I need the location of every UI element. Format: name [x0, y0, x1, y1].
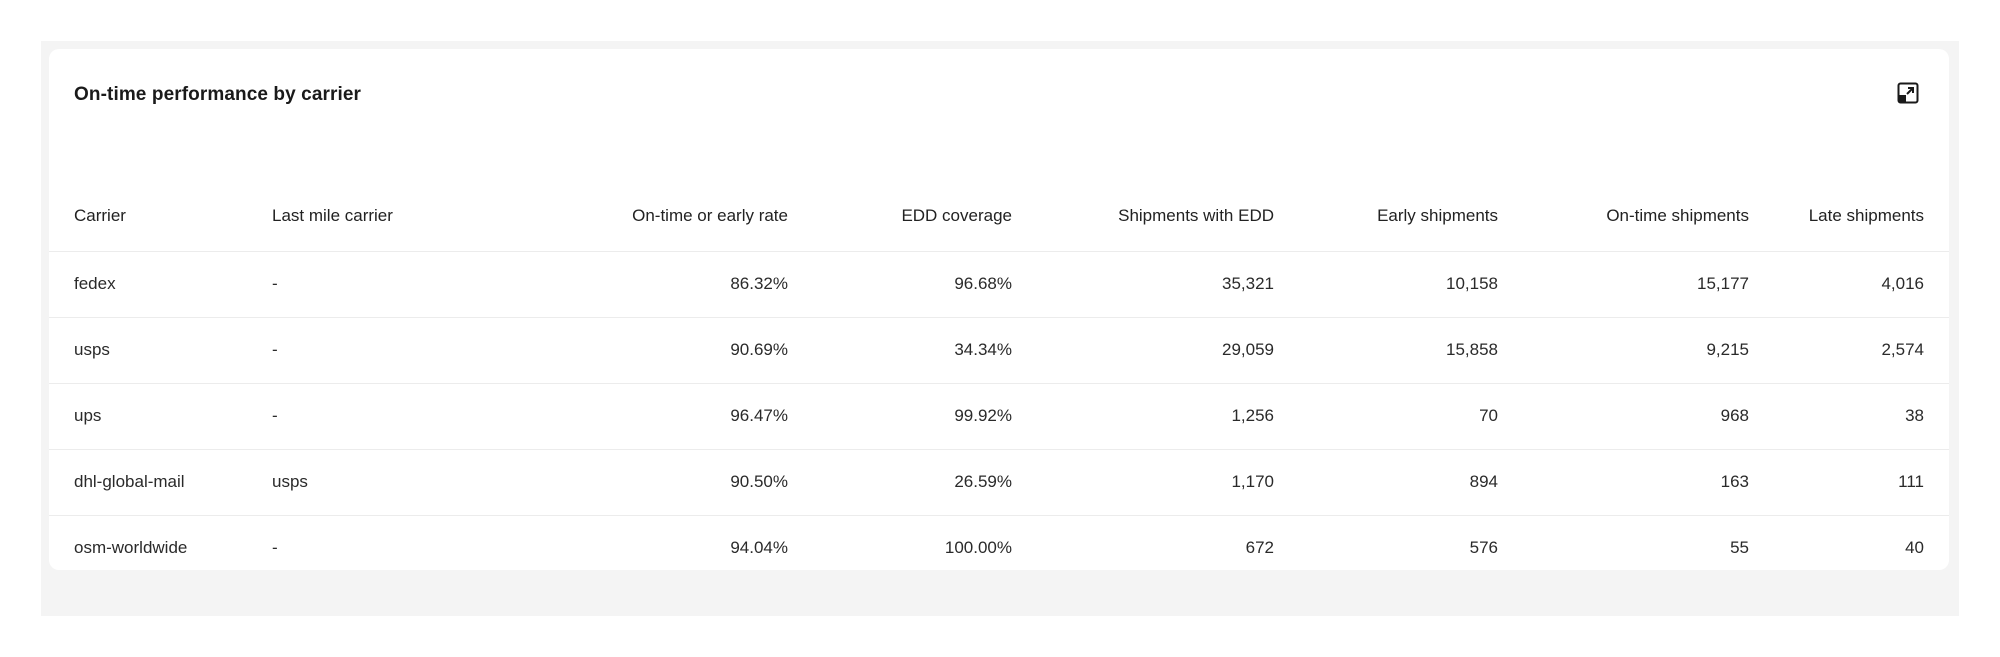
cell-on-time-rate: 94.04%: [730, 538, 788, 558]
table-row[interactable]: dhl-global-mail usps 90.50% 26.59% 1,170…: [49, 449, 1949, 516]
cell-on-time-rate: 90.50%: [422, 449, 788, 516]
cell-on-time-shipments: 9,215: [1498, 317, 1749, 384]
cell-late-shipments: 4,016: [1749, 251, 1949, 318]
table-row[interactable]: osm-worldwide - 94.04% 100.00% 672 576 5…: [49, 515, 1949, 581]
cell-late-shipments: 111: [1749, 449, 1949, 516]
cell-early-shipments: 10,158: [1274, 251, 1498, 318]
cell-shipments-with-edd: 1,256: [1012, 383, 1274, 450]
column-header-on-time-rate[interactable]: On-time or early rate: [422, 181, 788, 252]
cell-edd-coverage: 96.68%: [788, 251, 1012, 318]
cell-carrier: fedex: [49, 251, 272, 318]
cell-late-shipments: 38: [1749, 383, 1949, 450]
column-header-shipments-with-edd[interactable]: Shipments with EDD: [1012, 181, 1274, 252]
expand-button[interactable]: [1895, 82, 1921, 108]
cell-carrier: osm-worldwide: [74, 538, 188, 558]
carrier-performance-card: On-time performance by carrier: [49, 49, 1949, 570]
card-title: On-time performance by carrier: [74, 84, 362, 105]
cell-on-time-rate: 96.47%: [422, 383, 788, 450]
cell-last-mile-carrier: -: [272, 251, 422, 318]
cell-edd-coverage: 26.59%: [788, 449, 1012, 516]
cell-last-mile-carrier: usps: [272, 449, 422, 516]
cell-edd-coverage: 34.34%: [788, 317, 1012, 384]
cell-shipments-with-edd: 29,059: [1012, 317, 1274, 384]
cell-shipments-with-edd: 35,321: [1012, 251, 1274, 318]
column-header-late-shipments[interactable]: Late shipments: [1749, 181, 1949, 252]
column-header-last-mile-carrier[interactable]: Last mile carrier: [272, 181, 422, 252]
carrier-table: Carrier Last mile carrier On-time or ear…: [49, 181, 1949, 581]
column-header-early-shipments[interactable]: Early shipments: [1274, 181, 1498, 252]
expand-arrow-icon: [1897, 82, 1919, 109]
table-row[interactable]: fedex - 86.32% 96.68% 35,321 10,158 15,1…: [49, 251, 1949, 318]
cell-on-time-shipments: 968: [1498, 383, 1749, 450]
cell-early-shipments: 70: [1274, 383, 1498, 450]
cell-carrier: dhl-global-mail: [49, 449, 272, 516]
dashboard-panel-background: On-time performance by carrier: [41, 41, 1959, 616]
cell-last-mile-carrier: -: [272, 383, 422, 450]
cell-shipments-with-edd: 672: [1245, 538, 1274, 558]
column-header-on-time-shipments[interactable]: On-time shipments: [1498, 181, 1749, 252]
cell-last-mile-carrier: -: [272, 538, 278, 558]
table-row[interactable]: ups - 96.47% 99.92% 1,256 70 968 38: [49, 383, 1949, 450]
cell-carrier: ups: [49, 383, 272, 450]
cell-edd-coverage: 100.00%: [944, 538, 1012, 558]
cell-shipments-with-edd: 1,170: [1012, 449, 1274, 516]
cell-on-time-rate: 90.69%: [422, 317, 788, 384]
cell-early-shipments: 576: [1469, 538, 1498, 558]
cell-last-mile-carrier: -: [272, 317, 422, 384]
table-row[interactable]: usps - 90.69% 34.34% 29,059 15,858 9,215…: [49, 317, 1949, 384]
cell-late-shipments: 2,574: [1749, 317, 1949, 384]
cell-early-shipments: 894: [1274, 449, 1498, 516]
cell-early-shipments: 15,858: [1274, 317, 1498, 384]
cell-carrier: usps: [49, 317, 272, 384]
cell-on-time-shipments: 55: [1730, 538, 1749, 558]
table-header-row: Carrier Last mile carrier On-time or ear…: [49, 181, 1949, 252]
cell-on-time-rate: 86.32%: [422, 251, 788, 318]
column-header-carrier[interactable]: Carrier: [49, 181, 272, 252]
column-header-edd-coverage[interactable]: EDD coverage: [788, 181, 1012, 252]
cell-late-shipments: 40: [1905, 538, 1924, 558]
cell-edd-coverage: 99.92%: [788, 383, 1012, 450]
cell-on-time-shipments: 163: [1498, 449, 1749, 516]
cell-on-time-shipments: 15,177: [1498, 251, 1749, 318]
